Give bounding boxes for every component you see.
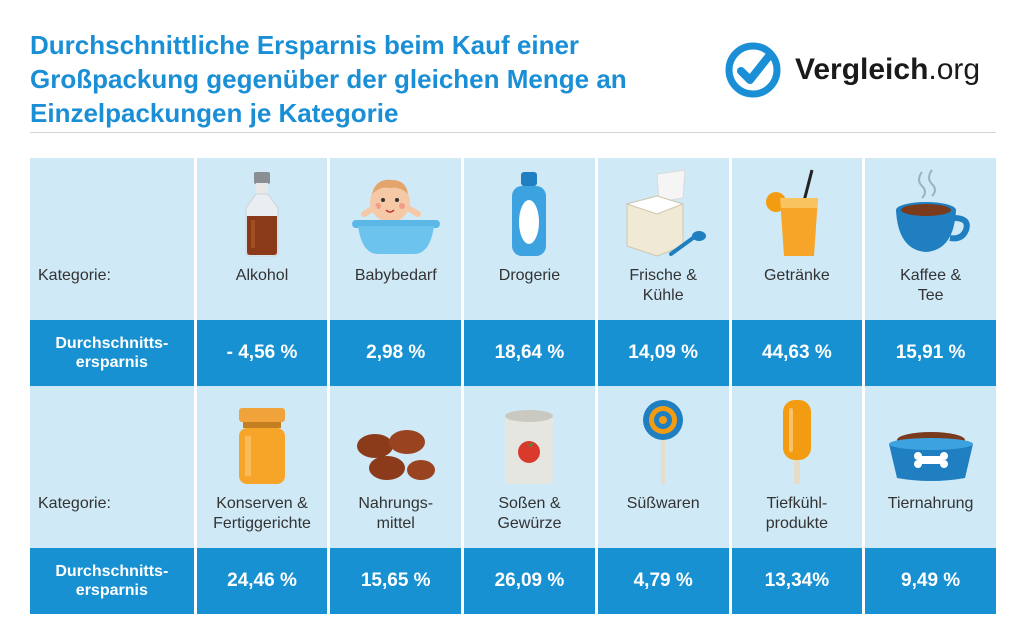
category-block-2: Kategorie: Konserven & Fertiggerichte Nah… <box>30 386 996 614</box>
checkmark-logo-icon <box>725 42 781 98</box>
logo-text: Vergleich.org <box>795 53 981 86</box>
category-cell-babybedarf: Babybedarf <box>330 158 462 320</box>
value-row: Durchschnitts-ersparnis - 4,56 % 2,98 % … <box>30 320 996 386</box>
savings-value: 24,46 % <box>196 548 328 614</box>
category-cell-tiefkuehl: Tiefkühl-produkte <box>731 386 863 548</box>
category-label-cell: Kategorie: <box>30 158 194 320</box>
category-block-1: Kategorie: Alkohol Baby <box>30 158 996 386</box>
category-row: Kategorie: Konserven & Fertiggerichte Nah… <box>30 386 996 548</box>
savings-value: - 4,56 % <box>196 320 328 386</box>
baby-bath-icon <box>351 179 440 254</box>
category-name: Konserven & <box>216 495 308 512</box>
savings-value: 9,49 % <box>865 548 996 614</box>
savings-value: 2,98 % <box>330 320 462 386</box>
category-name: Nahrungs- <box>358 495 434 512</box>
category-cell-sossen: Soßen & Gewürze <box>464 386 595 548</box>
category-cell-getraenke: Getränke <box>731 158 863 320</box>
category-cell-tiernahrung: Tiernahrung <box>865 386 996 548</box>
category-cell-konserven: Konserven & Fertiggerichte <box>196 386 328 548</box>
category-cell-drogerie: Drogerie <box>464 158 595 320</box>
category-name: Alkohol <box>235 267 289 284</box>
category-name: Soßen & <box>498 495 561 512</box>
yogurt-icon <box>625 169 707 257</box>
value-row: Durchschnitts-ersparnis 24,46 % 15,65 % … <box>30 548 996 614</box>
savings-value: 4,79 % <box>597 548 729 614</box>
pet-bowl-icon <box>888 432 973 481</box>
lollipop-icon <box>643 400 684 484</box>
title-line: Einzelpackungen je Kategorie <box>30 98 399 128</box>
category-name: Getränke <box>763 267 830 284</box>
category-name: Frische & <box>629 267 697 284</box>
juice-glass-icon <box>765 169 818 256</box>
page-title: Durchschnittliche Ersparnis beim Kauf ei… <box>30 28 710 130</box>
vergleich-logo[interactable]: Vergleich.org <box>723 40 1003 100</box>
category-name: Kaffee & <box>900 267 962 284</box>
category-cell-alkohol: Alkohol <box>196 158 328 320</box>
category-row: Kategorie: Alkohol Baby <box>30 158 996 320</box>
jar-icon <box>239 408 286 484</box>
row-label: Kategorie: <box>38 495 111 512</box>
category-name: Tiefkühl- <box>766 495 828 512</box>
savings-value: 44,63 % <box>731 320 863 386</box>
row-label: Kategorie: <box>38 267 111 284</box>
category-cell-frische: Frische & Kühle <box>597 158 729 320</box>
potatoes-icon <box>356 430 435 480</box>
category-label-cell: Kategorie: <box>30 386 194 548</box>
divider <box>30 132 996 133</box>
category-cell-nahrungsmittel: Nahrungs-mittel <box>330 386 462 548</box>
shampoo-bottle-icon <box>512 172 547 256</box>
tomato-can-icon <box>505 410 554 484</box>
savings-value: 26,09 % <box>464 548 595 614</box>
bottle-icon <box>245 172 279 257</box>
title-line: Großpackung gegenüber der gleichen Menge… <box>30 64 627 94</box>
savings-value: 15,91 % <box>865 320 996 386</box>
savings-value: 13,34% <box>731 548 863 614</box>
title-line: Durchschnittliche Ersparnis beim Kauf ei… <box>30 30 580 60</box>
value-label-cell: Durchschnitts-ersparnis <box>30 320 194 386</box>
category-name: Süßwaren <box>626 495 700 512</box>
category-name: Drogerie <box>498 267 561 284</box>
value-label-cell: Durchschnitts-ersparnis <box>30 548 194 614</box>
savings-value: 14,09 % <box>597 320 729 386</box>
popsicle-icon <box>782 400 811 484</box>
category-cell-suesswaren: Süßwaren <box>597 386 729 548</box>
savings-value: 18,64 % <box>464 320 595 386</box>
category-name: Tiernahrung <box>887 495 974 512</box>
category-cell-kaffee: Kaffee & Tee <box>865 158 996 320</box>
savings-value: 15,65 % <box>330 548 462 614</box>
coffee-cup-icon <box>895 169 970 252</box>
category-name: Babybedarf <box>354 267 437 284</box>
